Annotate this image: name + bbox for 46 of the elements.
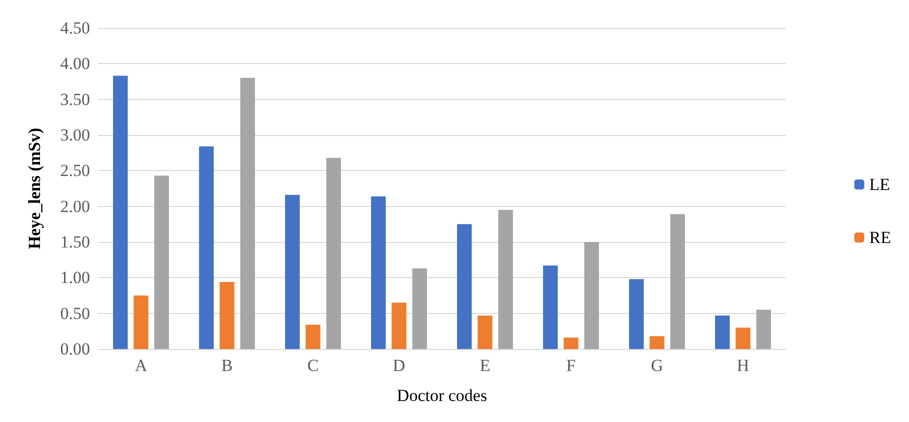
bar	[650, 336, 664, 349]
y-tick-label: 0.00	[60, 340, 90, 358]
y-tick-label: 3.50	[60, 90, 90, 109]
y-tick-label: 1.00	[60, 268, 90, 288]
y-tick-label: 1.50	[60, 232, 90, 252]
y-tick-label: 2.50	[60, 161, 90, 180]
bar	[715, 315, 730, 349]
legend-label: LE	[869, 175, 890, 194]
bar	[478, 315, 492, 349]
bar	[240, 78, 255, 349]
bar	[199, 146, 214, 349]
y-tick-label: 2.00	[60, 196, 90, 216]
x-tick-label: A	[134, 356, 148, 375]
bar	[670, 214, 685, 349]
x-axis-title: Doctor codes	[396, 386, 488, 405]
x-tick-label: D	[392, 356, 406, 375]
x-tick-label: G	[650, 356, 664, 375]
bar	[629, 279, 644, 349]
x-tick-label: B	[221, 356, 233, 375]
bar	[154, 176, 169, 349]
bar	[113, 76, 128, 349]
x-tick-label: F	[566, 356, 576, 375]
x-tick-label: C	[307, 356, 319, 375]
bar	[498, 210, 513, 349]
y-tick-label: 3.00	[60, 126, 90, 144]
bar	[412, 268, 427, 349]
y-axis-title: Heye_lens (mSv)	[25, 128, 44, 250]
y-tick-label: 4.00	[60, 54, 90, 74]
bar	[584, 242, 599, 349]
bar	[371, 196, 386, 349]
bar	[457, 224, 472, 349]
y-tick-label: 4.50	[60, 18, 90, 38]
bar	[564, 338, 578, 349]
bar	[326, 158, 341, 349]
legend-label: RE	[869, 228, 892, 247]
bar	[220, 282, 234, 349]
bar	[736, 328, 750, 349]
bar	[306, 324, 320, 349]
bar	[392, 302, 406, 349]
bar	[543, 266, 558, 349]
x-tick-label: H	[736, 356, 750, 375]
x-tick-label: E	[480, 356, 490, 375]
bar	[285, 194, 300, 349]
y-tick-label: 0.50	[60, 304, 90, 323]
bar	[134, 296, 148, 349]
bar	[756, 310, 771, 349]
